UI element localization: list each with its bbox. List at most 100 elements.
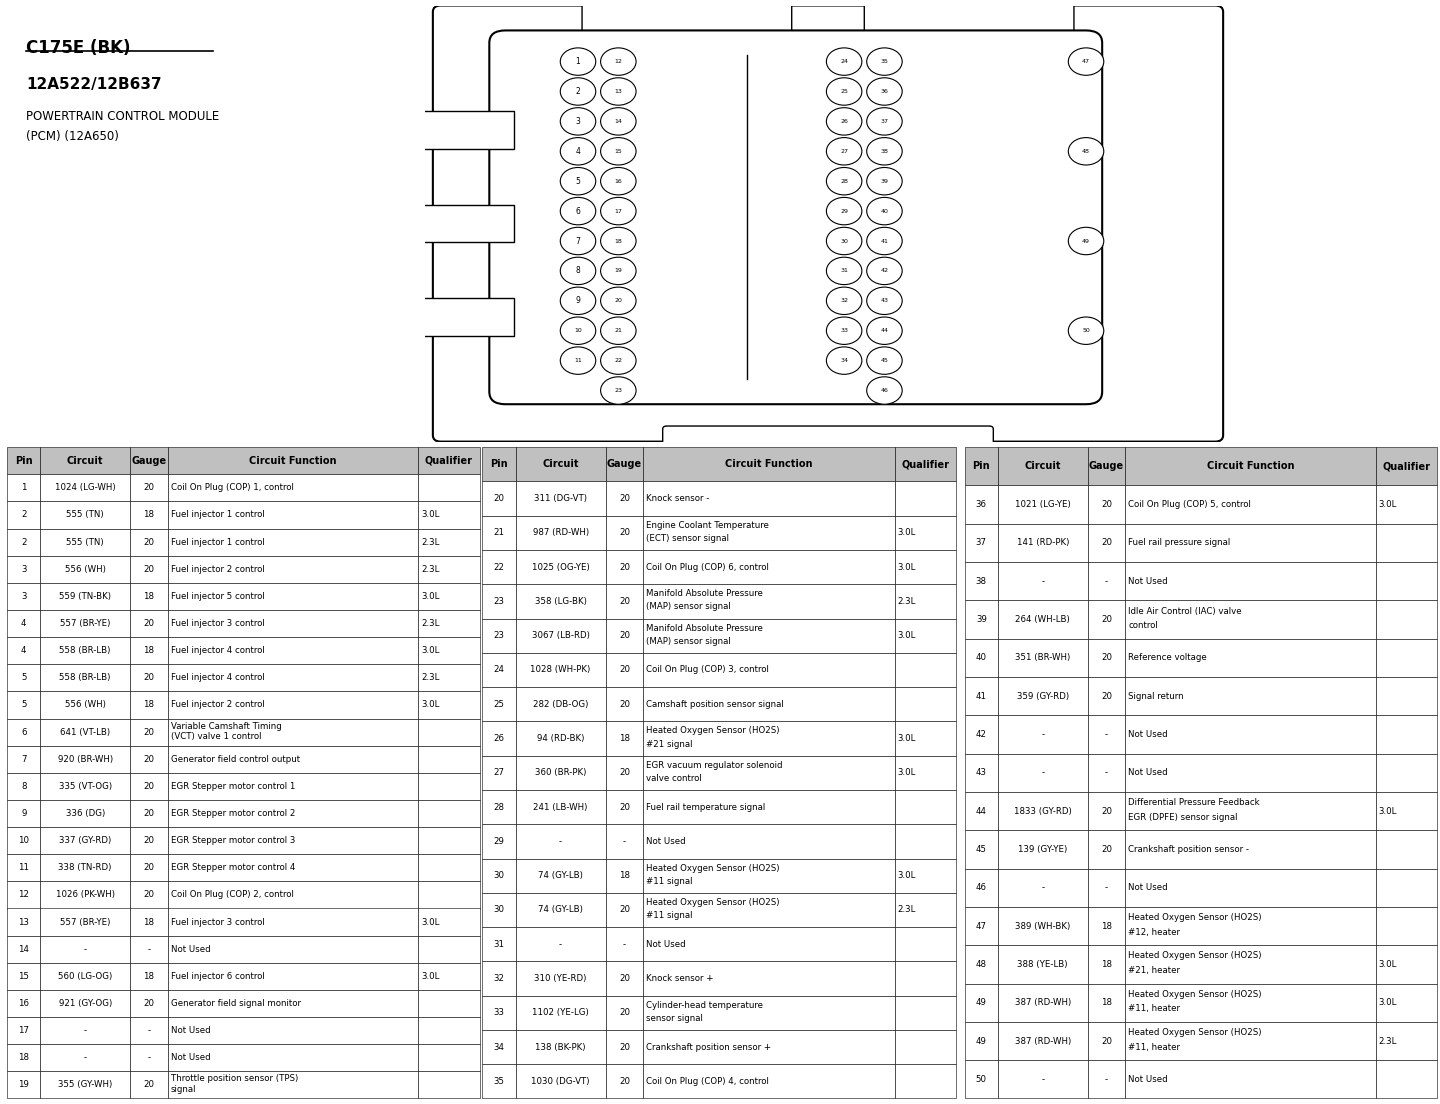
Text: 46: 46: [880, 388, 888, 393]
Circle shape: [867, 108, 903, 135]
Text: 10: 10: [575, 328, 582, 333]
Bar: [40, 1017, 130, 1044]
Bar: [1375, 715, 1437, 754]
Bar: [40, 881, 130, 909]
Bar: [998, 523, 1087, 562]
Text: 38: 38: [976, 576, 986, 586]
Circle shape: [560, 317, 596, 344]
Text: 94 (RD-BK): 94 (RD-BK): [537, 734, 585, 743]
Text: Gauge: Gauge: [608, 459, 642, 469]
Text: #21 signal: #21 signal: [647, 740, 693, 749]
Text: 26: 26: [494, 734, 504, 743]
Text: 31: 31: [494, 940, 504, 948]
Text: 5: 5: [22, 673, 26, 682]
Text: 1021 (LG-YE): 1021 (LG-YE): [1015, 500, 1070, 509]
Text: 48: 48: [1081, 149, 1090, 153]
Bar: [998, 486, 1087, 523]
Text: 20: 20: [619, 905, 631, 914]
Bar: [168, 963, 418, 990]
Text: 48: 48: [976, 959, 986, 969]
Bar: [482, 721, 516, 755]
Text: 25: 25: [494, 700, 504, 709]
Bar: [606, 1064, 644, 1098]
Text: 20: 20: [619, 1076, 631, 1086]
Text: 12A522/12B637: 12A522/12B637: [26, 77, 161, 93]
Text: 32: 32: [494, 974, 504, 983]
Circle shape: [600, 77, 636, 105]
Bar: [168, 773, 418, 800]
Text: -: -: [1104, 768, 1107, 777]
Text: -: -: [1041, 768, 1044, 777]
Text: 557 (BR-YE): 557 (BR-YE): [60, 619, 111, 628]
Text: Fuel injector 3 control: Fuel injector 3 control: [170, 917, 265, 926]
Text: 241 (LB-WH): 241 (LB-WH): [533, 803, 588, 811]
Text: 36: 36: [976, 500, 986, 509]
Bar: [998, 1060, 1087, 1098]
Text: Fuel injector 1 control: Fuel injector 1 control: [170, 538, 265, 546]
Text: 17: 17: [19, 1026, 29, 1036]
Text: 337 (GY-RD): 337 (GY-RD): [59, 836, 111, 846]
FancyBboxPatch shape: [864, 0, 1074, 33]
Bar: [1375, 639, 1437, 677]
Circle shape: [867, 138, 903, 164]
Text: -: -: [559, 940, 562, 948]
Bar: [606, 618, 644, 652]
Bar: [168, 637, 418, 665]
Bar: [606, 927, 644, 962]
Bar: [1126, 715, 1375, 754]
Bar: [1375, 869, 1437, 906]
Text: Pin: Pin: [972, 461, 991, 471]
Bar: [7, 1017, 40, 1044]
Circle shape: [560, 138, 596, 164]
Text: Pin: Pin: [14, 456, 33, 466]
Text: 556 (WH): 556 (WH): [65, 700, 105, 710]
Bar: [40, 529, 130, 555]
Text: Coil On Plug (COP) 5, control: Coil On Plug (COP) 5, control: [1128, 500, 1251, 509]
Bar: [644, 996, 894, 1030]
Text: 50: 50: [976, 1075, 986, 1084]
Bar: [40, 745, 130, 773]
Text: Signal return: Signal return: [1128, 692, 1184, 701]
Bar: [7, 881, 40, 909]
Circle shape: [600, 347, 636, 374]
Text: 18: 18: [144, 646, 154, 655]
Text: 20: 20: [1102, 692, 1112, 701]
Text: EGR Stepper motor control 4: EGR Stepper motor control 4: [170, 863, 295, 872]
Text: 2: 2: [576, 87, 580, 96]
Text: 20: 20: [144, 619, 154, 628]
Bar: [168, 555, 418, 583]
Text: 18: 18: [144, 510, 154, 520]
Text: 33: 33: [840, 328, 848, 333]
Bar: [130, 773, 168, 800]
Text: 1102 (YE-LG): 1102 (YE-LG): [533, 1008, 589, 1017]
Text: 2.3L: 2.3L: [420, 619, 439, 628]
Circle shape: [827, 47, 863, 75]
Text: 29: 29: [840, 209, 848, 213]
Bar: [894, 790, 956, 825]
Bar: [965, 984, 998, 1022]
Bar: [1375, 677, 1437, 715]
Text: 24: 24: [840, 60, 848, 64]
Text: 30: 30: [840, 238, 848, 244]
Text: Knock sensor +: Knock sensor +: [647, 974, 714, 983]
Text: 40: 40: [976, 654, 986, 662]
Bar: [644, 1064, 894, 1098]
Text: 20: 20: [619, 700, 631, 709]
Bar: [1375, 1060, 1437, 1098]
Bar: [168, 881, 418, 909]
Bar: [516, 447, 606, 481]
Text: 1030 (DG-VT): 1030 (DG-VT): [531, 1076, 590, 1086]
Text: Manifold Absolute Pressure: Manifold Absolute Pressure: [647, 624, 763, 633]
Text: 11: 11: [19, 863, 29, 872]
Text: 12: 12: [19, 891, 29, 900]
Text: 559 (TN-BK): 559 (TN-BK): [59, 592, 111, 601]
Bar: [965, 869, 998, 906]
Bar: [7, 555, 40, 583]
Bar: [606, 859, 644, 893]
Text: Reference voltage: Reference voltage: [1128, 654, 1207, 662]
Text: 44: 44: [880, 328, 888, 333]
Text: #11 signal: #11 signal: [647, 911, 693, 920]
Text: 39: 39: [880, 179, 888, 183]
Text: 14: 14: [19, 945, 29, 954]
Bar: [516, 893, 606, 927]
